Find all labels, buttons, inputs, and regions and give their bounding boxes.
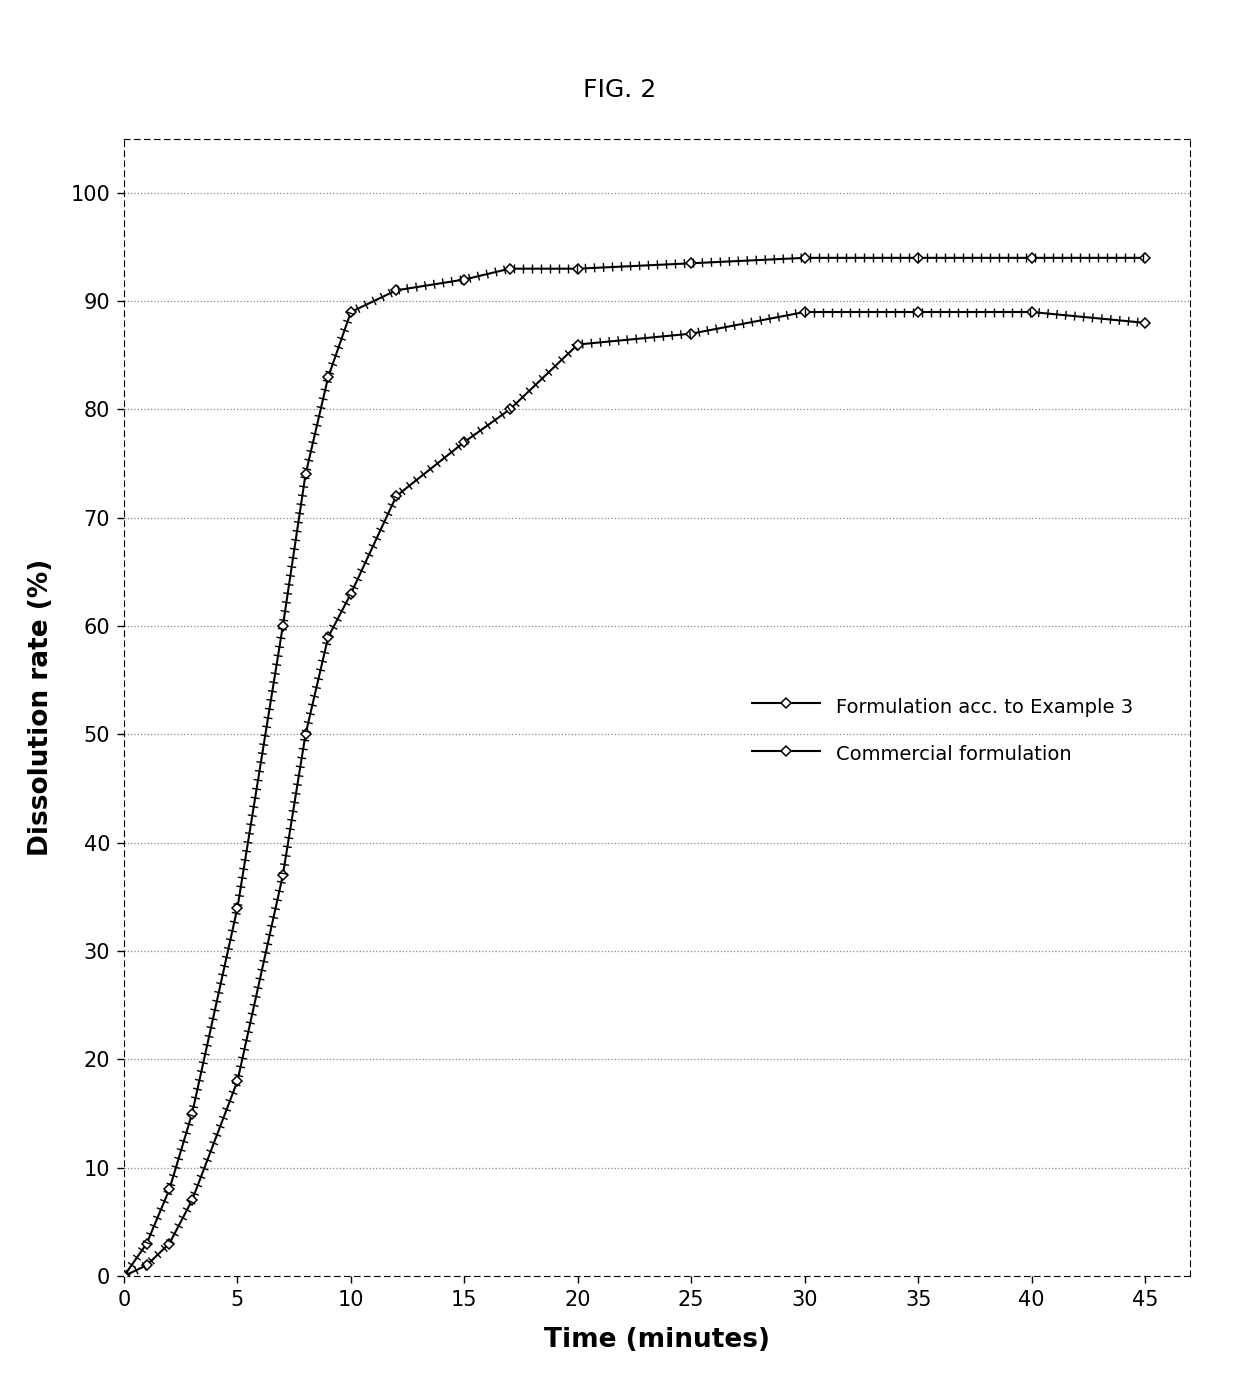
Legend: Formulation acc. to Example 3, Commercial formulation: Formulation acc. to Example 3, Commercia… xyxy=(753,695,1133,766)
X-axis label: Time (minutes): Time (minutes) xyxy=(544,1326,770,1352)
Y-axis label: Dissolution rate (%): Dissolution rate (%) xyxy=(27,559,53,856)
Text: FIG. 2: FIG. 2 xyxy=(583,78,657,103)
